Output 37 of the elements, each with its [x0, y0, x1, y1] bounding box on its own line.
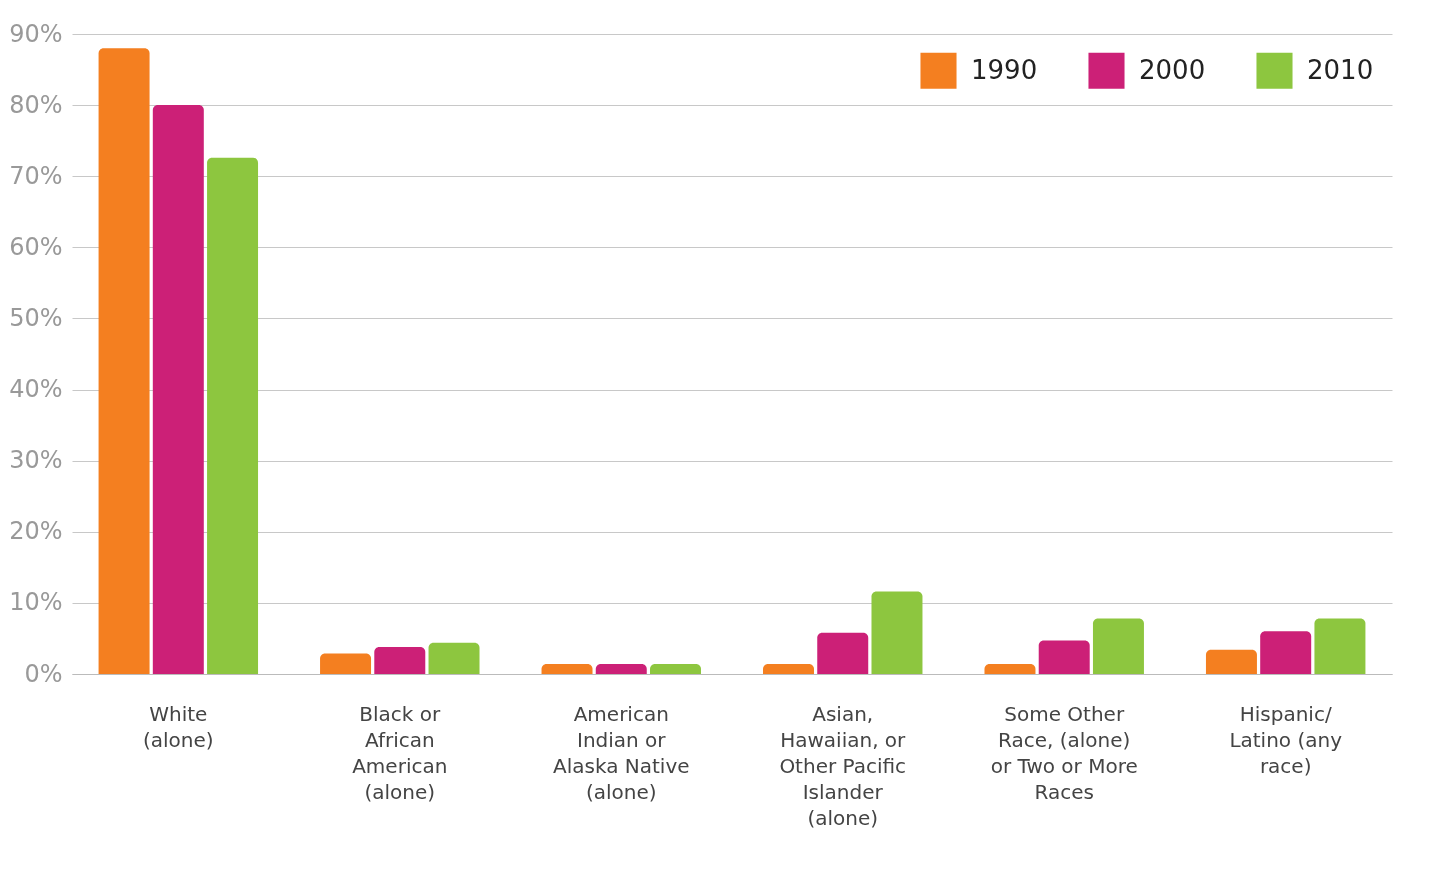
y-tick-label: 20% — [9, 517, 63, 546]
bar — [374, 646, 426, 674]
x-tick-label: Asian, Hawaiian, or Other Pacific Islander (alone) — [779, 701, 907, 830]
x-tick-label: Black or African American (alone) — [352, 701, 448, 804]
y-tick-label: 50% — [9, 303, 63, 332]
bar — [1314, 618, 1366, 674]
bar — [1205, 649, 1257, 674]
bar — [207, 157, 259, 674]
y-tick-label: 90% — [9, 19, 63, 48]
bar — [1092, 618, 1144, 674]
bar — [541, 664, 593, 674]
bar — [984, 664, 1036, 674]
x-tick-label: Some Other Race, (alone) or Two or More Races — [990, 701, 1138, 804]
bar — [595, 664, 647, 674]
bar — [871, 591, 923, 674]
bar — [817, 632, 869, 674]
bar — [763, 664, 814, 674]
y-tick-label: 80% — [9, 90, 63, 119]
legend-label: 1990 — [971, 54, 1038, 85]
bar — [428, 642, 480, 674]
y-tick-label: 30% — [9, 446, 63, 475]
legend-label: 2000 — [1139, 54, 1206, 85]
x-tick-label: American Indian or Alaska Native (alone) — [553, 701, 690, 804]
y-tick-label: 10% — [9, 588, 63, 617]
x-tick-label: Hispanic/ Latino (any race) — [1229, 701, 1343, 778]
bar — [650, 664, 701, 674]
bar — [98, 48, 150, 674]
bar — [152, 105, 204, 674]
y-tick-label: 40% — [9, 375, 63, 404]
x-tick-label: White (alone) — [142, 701, 214, 752]
bar — [1038, 640, 1090, 674]
y-tick-label: 70% — [9, 161, 63, 190]
bar — [320, 653, 372, 674]
legend-label: 2010 — [1307, 54, 1374, 85]
y-tick-label: 60% — [9, 232, 63, 261]
bar — [1260, 631, 1312, 674]
y-tick-label: 0% — [24, 659, 63, 688]
